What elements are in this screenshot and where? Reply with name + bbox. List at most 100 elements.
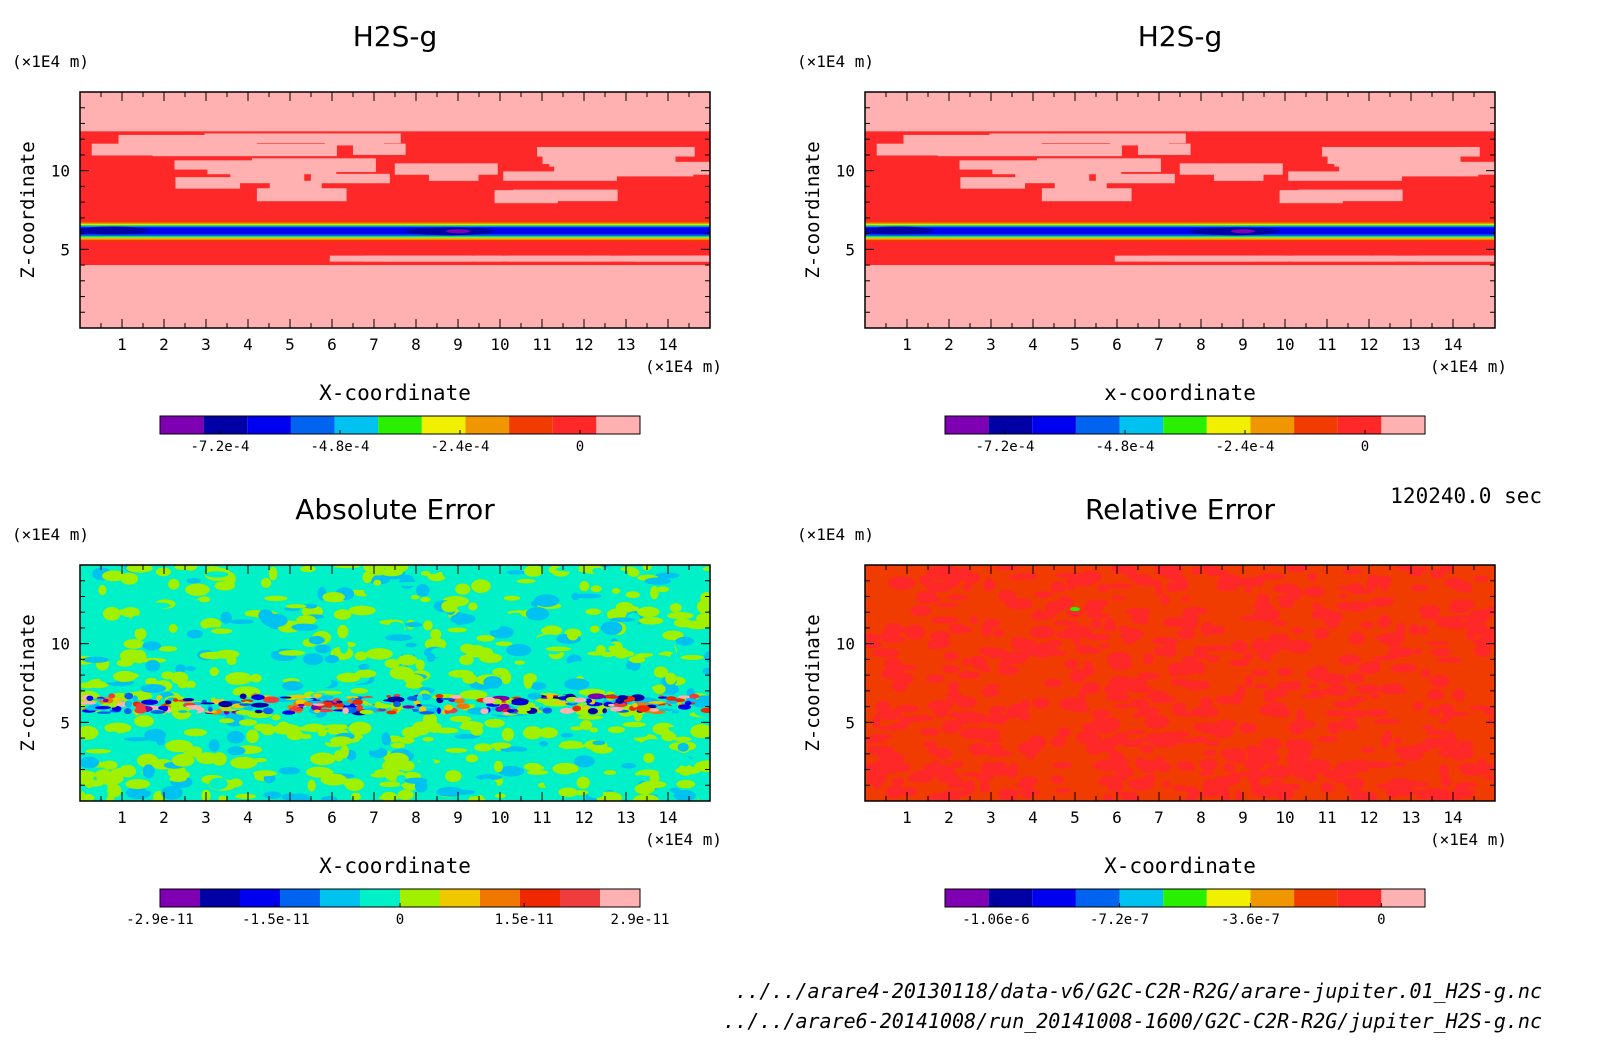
heatmap-blob: [1477, 758, 1487, 766]
colorbar-segment: [160, 416, 204, 434]
heatmap-blob: [350, 688, 369, 694]
x-tick-label: 8: [1196, 808, 1206, 827]
heatmap-blob: [419, 757, 435, 768]
x-tick-label: 9: [453, 808, 463, 827]
heatmap-blob: [1064, 658, 1079, 670]
colorbar-segment: [1075, 416, 1120, 434]
heatmap-blob: [84, 778, 94, 789]
heatmap-blob: [648, 701, 665, 704]
heatmap-blob: [539, 740, 549, 747]
colorbar-segment: [988, 889, 1033, 907]
heatmap-blob: [1127, 791, 1139, 798]
heatmap-blob: [204, 710, 219, 714]
heatmap-blob: [644, 577, 672, 585]
heatmap-blob: [658, 696, 669, 699]
heatmap-blob: [252, 757, 268, 763]
heatmap-blob: [1202, 778, 1215, 793]
x-tick-label: 4: [1028, 335, 1038, 354]
heatmap-blob: [1327, 721, 1341, 735]
heatmap-streak: [1293, 255, 1371, 262]
heatmap-blob: [1430, 568, 1445, 579]
heatmap-blob: [102, 698, 109, 703]
heatmap-blob: [564, 663, 575, 672]
heatmap-blob: [1120, 677, 1148, 688]
x-tick-label: 7: [1154, 808, 1164, 827]
heatmap-blob: [420, 743, 430, 752]
heatmap-blob: [675, 636, 695, 646]
heatmap-blob: [607, 703, 615, 707]
heatmap-blob: [107, 780, 118, 794]
heatmap-streak: [503, 171, 617, 181]
heatmap-blob: [1320, 781, 1335, 793]
x-tick-label: 7: [1154, 335, 1164, 354]
heatmap-blob: [960, 627, 973, 633]
heatmap-blob: [271, 714, 281, 721]
heatmap-blob: [1212, 775, 1238, 787]
heatmap-blob: [1203, 749, 1217, 756]
chart-title: H2S-g: [353, 20, 438, 53]
heatmap-blob: [110, 767, 137, 777]
colorbar-tick-label: -2.4e-4: [1215, 439, 1274, 455]
heatmap-blob: [1005, 598, 1034, 610]
heatmap-blob: [298, 726, 317, 732]
x-tick-label: 2: [944, 335, 954, 354]
x-tick-label: 8: [1196, 335, 1206, 354]
heatmap-streak: [394, 163, 498, 175]
heatmap-blob: [930, 631, 951, 642]
heatmap-blob: [86, 695, 94, 701]
heatmap-blob: [447, 627, 468, 633]
heatmap-blob: [188, 709, 199, 714]
heatmap-blob: [1071, 608, 1080, 619]
heatmap-blob: [523, 675, 533, 689]
heatmap-blob: [589, 625, 600, 633]
heatmap-blob: [169, 775, 187, 783]
heatmap-blob: [238, 719, 258, 726]
heatmap-field: [865, 565, 1495, 801]
heatmap-blob: [865, 738, 886, 744]
heatmap-blob: [198, 596, 211, 603]
y-axis-label: Z-coordinate: [802, 141, 824, 278]
colorbar-tick-label: 2.9e-11: [610, 912, 669, 928]
heatmap-blob: [1044, 600, 1065, 614]
heatmap-blob: [374, 608, 390, 618]
heatmap-blob: [337, 624, 349, 639]
heatmap-blob: [947, 680, 960, 693]
heatmap-blob: [403, 674, 424, 685]
heatmap-blob: [252, 647, 279, 652]
heatmap-blob: [993, 628, 1004, 638]
chart-title: Absolute Error: [295, 493, 495, 526]
heatmap-blob: [493, 760, 504, 773]
heatmap-blob: [1407, 567, 1429, 573]
heatmap-blob: [290, 793, 311, 801]
heatmap-blob: [436, 707, 442, 714]
heatmap-blob: [1176, 760, 1195, 771]
heatmap-blob: [1090, 618, 1103, 630]
heatmap-blob: [1372, 656, 1398, 661]
heatmap-blob: [1050, 581, 1067, 593]
heatmap-blob: [123, 639, 145, 649]
heatmap-blob: [971, 730, 980, 738]
heatmap-blob: [669, 603, 682, 613]
heatmap-blob: [224, 672, 253, 685]
heatmap-blob: [107, 731, 120, 740]
heatmap-blob: [981, 622, 993, 637]
heatmap-blob: [1083, 601, 1104, 615]
heatmap-blob: [167, 614, 196, 621]
heatmap-streak: [989, 133, 1186, 144]
heatmap-blob: [667, 611, 694, 620]
heatmap-blob: [1064, 578, 1091, 584]
heatmap-blob: [1011, 639, 1029, 644]
x-tick-label: 14: [1443, 335, 1462, 354]
heatmap-blob: [911, 769, 934, 783]
heatmap-blob: [422, 736, 434, 742]
heatmap-blob: [579, 720, 593, 731]
heatmap-blob: [1245, 675, 1254, 688]
heatmap-blob: [290, 694, 307, 699]
heatmap-blob: [185, 680, 196, 689]
heatmap-streak: [230, 172, 305, 184]
heatmap-blob: [1167, 575, 1187, 581]
heatmap-blob: [263, 696, 280, 704]
heatmap-blob: [1162, 780, 1171, 788]
heatmap-blob: [506, 612, 525, 623]
heatmap-band: [80, 227, 710, 235]
